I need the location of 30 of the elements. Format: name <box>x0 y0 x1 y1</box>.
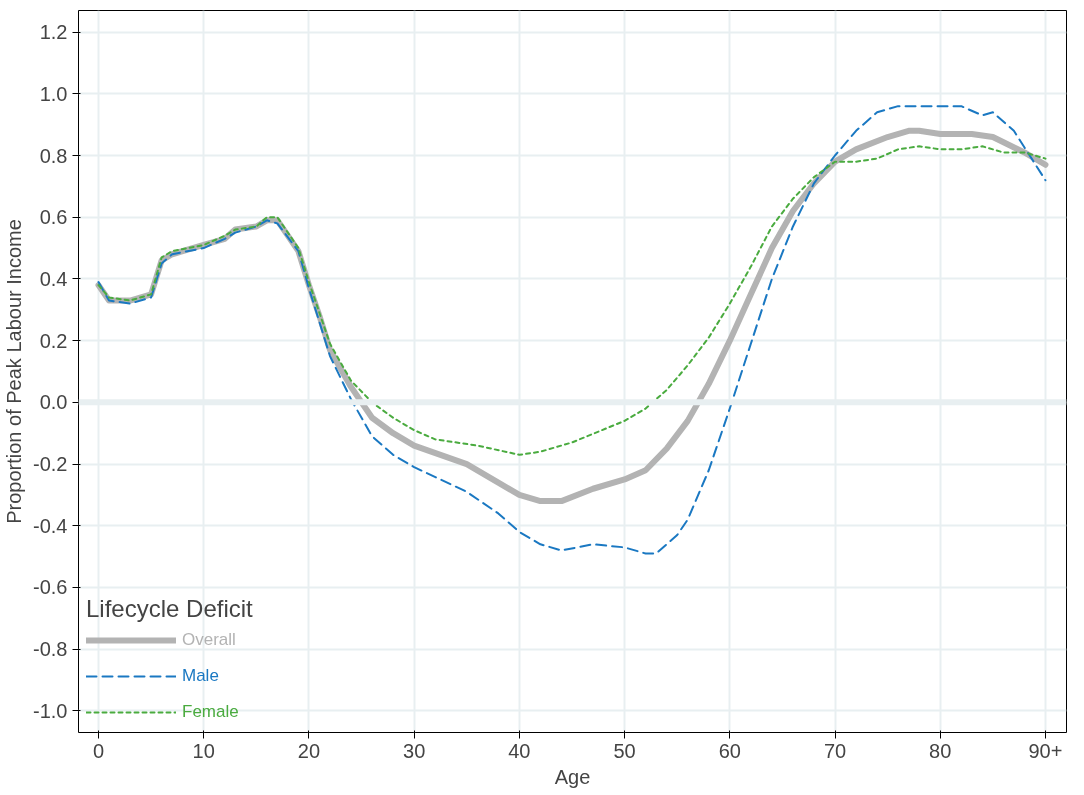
y-tick-label: 0.4 <box>39 267 68 290</box>
x-tick-label: 10 <box>192 739 215 762</box>
text: Male <box>182 666 219 686</box>
x-tick-label: 90+ <box>1028 739 1063 762</box>
y-axis-title: Proportion of Peak Labour Income <box>3 219 26 524</box>
x-tick-label: 80 <box>929 739 952 762</box>
x-tick-label: 0 <box>92 739 105 762</box>
x-tick-label: 50 <box>613 739 636 762</box>
y-tick-label: 0.8 <box>39 144 68 167</box>
y-tick-label: 0.2 <box>39 329 68 352</box>
text: Overall <box>182 630 236 650</box>
y-tick-label: -0.2 <box>33 453 68 476</box>
y-tick-label: -0.8 <box>33 638 68 661</box>
text: Female <box>182 702 239 722</box>
line-series <box>97 145 1047 456</box>
x-tick-label: 30 <box>403 739 426 762</box>
x-tick-label: 40 <box>508 739 531 762</box>
legend-title: Lifecycle Deficit <box>86 595 253 623</box>
y-tick-label: -0.6 <box>33 576 68 599</box>
y-tick-label: 1.2 <box>39 21 68 44</box>
line-series <box>97 105 1047 555</box>
y-tick-label: 0.6 <box>39 206 68 229</box>
y-tick-label: 0.0 <box>39 391 68 414</box>
y-tick-label: -0.4 <box>33 514 68 537</box>
y-tick-label: -1.0 <box>33 699 68 722</box>
x-tick-label: 60 <box>718 739 741 762</box>
x-tick-label: 20 <box>297 739 321 762</box>
x-tick-label: 70 <box>823 739 847 762</box>
y-tick-label: 1.0 <box>39 82 68 105</box>
x-axis-title: Age <box>554 765 591 788</box>
